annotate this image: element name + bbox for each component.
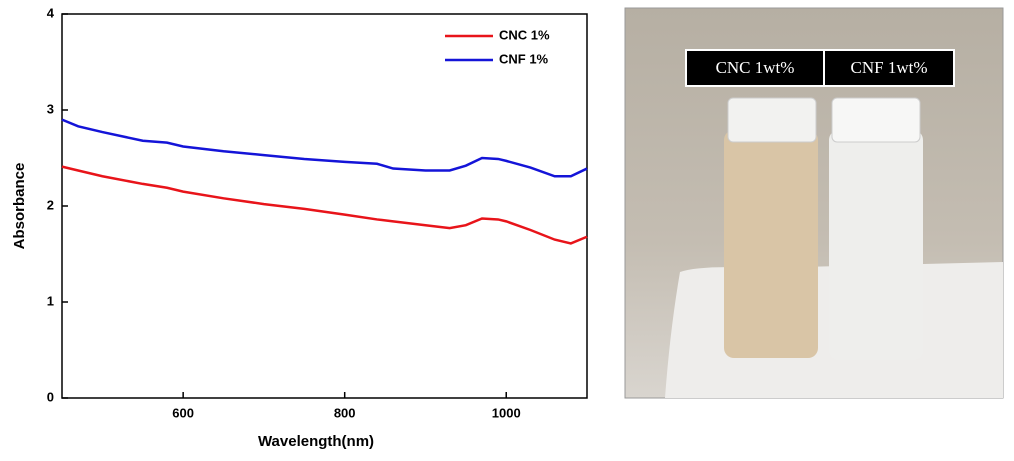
x-axis-title: Wavelength(nm) xyxy=(258,433,374,450)
photo-label: CNF 1wt% xyxy=(851,58,928,77)
legend-label: CNF 1% xyxy=(499,51,549,66)
label-box xyxy=(685,49,825,87)
photo: CNC 1wt% CNF 1wt% xyxy=(624,7,1004,399)
y-tick-label: 2 xyxy=(47,197,54,212)
data-line xyxy=(61,165,588,245)
legend-label: CNC 1% xyxy=(499,27,550,42)
x-tick-label: 600 xyxy=(172,405,194,420)
label-box xyxy=(823,49,955,87)
data-line xyxy=(61,118,588,178)
x-tick-label: 800 xyxy=(334,405,356,420)
y-tick-label: 1 xyxy=(47,293,54,308)
y-tick-label: 3 xyxy=(47,101,54,116)
cap-cnf xyxy=(831,97,921,143)
cap-cnc xyxy=(727,97,817,143)
bottle-cnc xyxy=(724,130,818,358)
y-axis-title: Absorbance xyxy=(11,163,28,250)
bottle-cnf xyxy=(829,130,923,360)
y-tick-label: 4 xyxy=(47,5,55,20)
plot-frame xyxy=(61,13,588,399)
x-tick-label: 1000 xyxy=(492,405,521,420)
photo-label: CNC 1wt% xyxy=(716,58,795,77)
y-tick-label: 0 xyxy=(47,389,54,404)
